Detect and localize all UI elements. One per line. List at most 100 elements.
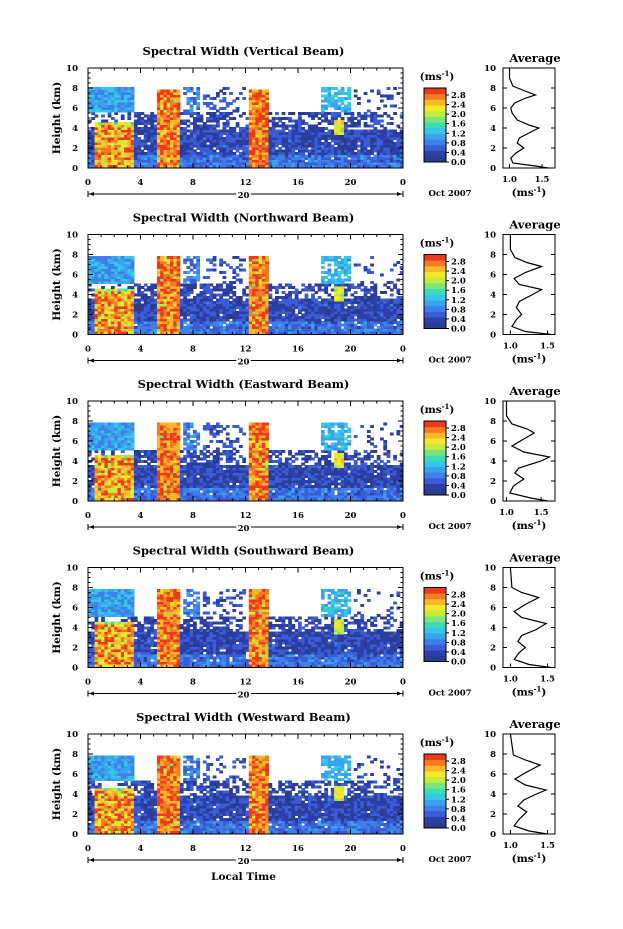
heatmap-cell bbox=[337, 97, 341, 100]
heatmap-cell bbox=[193, 117, 197, 120]
heatmap-cell bbox=[380, 299, 384, 302]
heatmap-cell bbox=[186, 87, 190, 90]
heatmap-cell bbox=[390, 281, 394, 284]
heatmap-cell bbox=[380, 291, 384, 294]
heatmap-cell bbox=[393, 264, 397, 267]
heatmap-cell bbox=[393, 326, 397, 329]
heatmap-cell bbox=[364, 92, 368, 95]
heatmap-cell bbox=[160, 256, 164, 259]
heatmap-cell bbox=[265, 90, 269, 93]
heatmap-cell bbox=[101, 87, 105, 90]
heatmap-cell bbox=[200, 291, 204, 294]
heatmap-cell bbox=[190, 299, 194, 302]
heatmap-cell bbox=[219, 107, 223, 110]
heatmap-cell bbox=[383, 291, 387, 294]
heatmap-cell bbox=[223, 326, 227, 329]
heatmap-cell bbox=[318, 122, 322, 125]
heatmap-cell bbox=[324, 127, 328, 130]
heatmap-cell bbox=[229, 301, 233, 304]
heatmap-cell bbox=[370, 271, 374, 274]
heatmap-cell bbox=[370, 157, 374, 160]
heatmap-cell bbox=[351, 294, 355, 297]
heatmap-cell bbox=[305, 155, 309, 158]
heatmap-cell bbox=[383, 127, 387, 130]
heatmap-cell bbox=[380, 120, 384, 123]
heatmap-cell bbox=[380, 274, 384, 277]
x-tick-label: 0 bbox=[400, 345, 406, 355]
heatmap-cell bbox=[170, 256, 174, 259]
heatmap-cell bbox=[354, 319, 358, 322]
colorbar-tick-label: 0.8 bbox=[451, 139, 466, 149]
heatmap-cell bbox=[246, 125, 250, 128]
heatmap-cell bbox=[104, 289, 108, 292]
heatmap-cell bbox=[354, 95, 358, 98]
heatmap-cell bbox=[331, 145, 335, 148]
heatmap-cell bbox=[242, 87, 246, 90]
heatmap-cell bbox=[298, 291, 302, 294]
heatmap-cell bbox=[88, 120, 92, 123]
heatmap-cell bbox=[347, 256, 351, 259]
heatmap-cell bbox=[236, 155, 240, 158]
heatmap-cell bbox=[357, 145, 361, 148]
heatmap-cell bbox=[183, 92, 187, 95]
heatmap-cell bbox=[186, 299, 190, 302]
heatmap-cell bbox=[357, 296, 361, 299]
heatmap-cell bbox=[131, 87, 135, 90]
heatmap-cell bbox=[282, 150, 286, 153]
panel-title: Spectral Width (Vertical Beam) bbox=[143, 44, 345, 58]
heatmap-cell bbox=[396, 92, 400, 95]
heatmap-cell bbox=[314, 112, 318, 115]
heatmap-cell bbox=[206, 296, 210, 299]
heatmap-cell bbox=[196, 112, 200, 115]
heatmap-cell bbox=[223, 261, 227, 264]
date-day: 20 bbox=[238, 358, 250, 368]
heatmap-cell bbox=[141, 127, 145, 130]
x-tick-label: 8 bbox=[190, 178, 196, 188]
heatmap-cell bbox=[282, 112, 286, 115]
heatmap-cell bbox=[331, 112, 335, 115]
heatmap-cell bbox=[367, 100, 371, 103]
heatmap-cell bbox=[160, 90, 164, 93]
heatmap-cell bbox=[275, 150, 279, 153]
colorbar-segment bbox=[424, 260, 446, 266]
heatmap-cell bbox=[396, 261, 400, 264]
heatmap-cell bbox=[232, 127, 236, 130]
heatmap-cell bbox=[347, 264, 351, 267]
heatmap-cell bbox=[236, 122, 240, 125]
heatmap-cell bbox=[229, 296, 233, 299]
colorbar-segment bbox=[424, 156, 446, 162]
heatmap-cell bbox=[206, 95, 210, 98]
heatmap-cell bbox=[186, 97, 190, 100]
colorbar-segment bbox=[424, 266, 446, 272]
heatmap-cell bbox=[377, 90, 381, 93]
heatmap-cell bbox=[216, 152, 220, 155]
heatmap-cell bbox=[91, 458, 95, 461]
heatmap-cell bbox=[209, 102, 213, 105]
heatmap-cell bbox=[367, 296, 371, 299]
heatmap-cell bbox=[318, 284, 322, 287]
heatmap-cell bbox=[354, 152, 358, 155]
heatmap-cell bbox=[301, 127, 305, 130]
heatmap-cell bbox=[141, 291, 145, 294]
heatmap-cell bbox=[311, 112, 315, 115]
heatmap-cell bbox=[219, 112, 223, 115]
heatmap-cell bbox=[186, 271, 190, 274]
heatmap-cell bbox=[334, 92, 338, 95]
average-y-tick-label: 2 bbox=[490, 144, 496, 154]
heatmap-cell bbox=[354, 286, 358, 289]
colorbar-tick-label: 1.6 bbox=[451, 286, 466, 296]
heatmap-cell bbox=[373, 284, 377, 287]
heatmap-cell bbox=[242, 259, 246, 262]
heatmap-cell bbox=[108, 256, 112, 259]
heatmap-cell bbox=[190, 122, 194, 125]
heatmap-cell bbox=[393, 87, 397, 90]
average-y-tick-label: 4 bbox=[490, 124, 496, 134]
heatmap-cell bbox=[308, 299, 312, 302]
heatmap-cell bbox=[213, 112, 217, 115]
heatmap-cell bbox=[226, 299, 230, 302]
heatmap-cell bbox=[154, 115, 158, 118]
heatmap-cell bbox=[305, 294, 309, 297]
heatmap-cell bbox=[331, 256, 335, 259]
heatmap-cell bbox=[111, 286, 115, 289]
heatmap-cell bbox=[223, 87, 227, 90]
